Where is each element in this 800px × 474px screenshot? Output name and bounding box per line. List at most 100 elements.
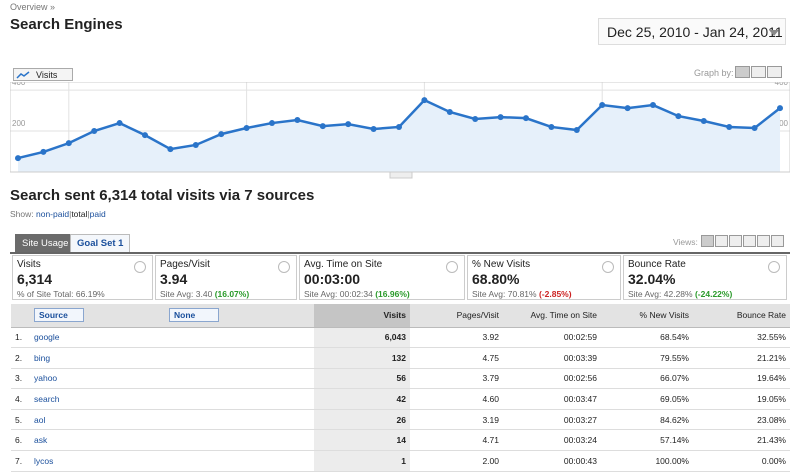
table-cell: 3.92	[410, 327, 503, 349]
y-tick-label: 400	[775, 82, 789, 87]
summary-note: Site Avg: 00:02:34 (16.96%)	[304, 289, 460, 299]
summary-note: Site Avg: 3.40 (16.07%)	[160, 289, 292, 299]
table-cell: 19.05%	[693, 388, 790, 410]
point	[446, 109, 453, 116]
table-cell: 00:00:43	[503, 450, 601, 472]
point	[142, 132, 148, 139]
column-header[interactable]: Pages/Visit	[410, 304, 503, 328]
chart: Dec 27Jan 3Jan 10Jan 17200200400400	[10, 82, 790, 179]
header-cell	[11, 304, 30, 328]
source-cell: bing	[30, 347, 314, 369]
table-cell: 21.43%	[693, 429, 790, 452]
y-tick-label: 200	[12, 119, 26, 128]
source-cell: lycos	[30, 450, 314, 472]
help-icon[interactable]	[134, 261, 146, 273]
delta: (16.96%)	[375, 289, 410, 299]
filter-current: total	[71, 209, 88, 219]
table-cell: 26	[314, 409, 410, 431]
table-cell: 4.71	[410, 429, 503, 452]
point	[167, 146, 174, 153]
table-cell: 1	[314, 450, 410, 472]
point	[345, 121, 352, 128]
tab[interactable]: Goal Set 1	[70, 234, 131, 252]
metric-button[interactable]: Visits	[13, 68, 73, 81]
metric-icon	[16, 71, 30, 79]
date-range-picker[interactable]: Dec 25, 2010 - Jan 24, 2011	[598, 18, 786, 45]
summary-value: 00:03:00	[304, 271, 361, 287]
point	[472, 115, 479, 122]
table-cell: 132	[314, 347, 410, 369]
point	[624, 105, 631, 112]
source-link[interactable]: search	[34, 394, 60, 405]
separator: |	[87, 209, 90, 219]
graph-by-buttons[interactable]	[735, 66, 782, 78]
source-cell: google	[30, 327, 314, 349]
point	[294, 116, 301, 123]
y-tick-label: 400	[12, 82, 26, 87]
table-cell: 6,043	[314, 327, 410, 349]
dimension-dropdown[interactable]: None	[169, 308, 219, 323]
page-title: Search Engines	[10, 16, 123, 33]
table-row: 4. search 42 4.60 00:03:47 69.05% 19.05%	[11, 388, 790, 410]
table-cell: 23.08%	[693, 409, 790, 431]
summary-note: Site Avg: 42.28% (-24.22%)	[628, 289, 782, 299]
site-average: Site Avg: 00:02:34	[304, 289, 373, 299]
source-link[interactable]: bing	[34, 352, 51, 363]
delta: (-24.22%)	[694, 289, 733, 299]
summary-title: % New Visits	[472, 259, 531, 270]
table-cell: 100.00%	[601, 450, 693, 472]
table-cell: 56	[314, 368, 410, 390]
dimension-dropdown[interactable]: Source	[34, 308, 84, 323]
help-icon[interactable]	[278, 261, 290, 273]
table-cell: 4.75	[410, 347, 503, 369]
point	[751, 124, 758, 131]
table-row: 2. bing 132 4.75 00:03:39 79.55% 21.21%	[11, 347, 790, 369]
tab[interactable]: Site Usage	[15, 234, 76, 252]
summary-title: Bounce Rate	[628, 259, 686, 270]
point	[65, 140, 72, 147]
point	[243, 124, 250, 131]
summary-box: Avg. Time on Site 00:03:00 Site Avg: 00:02…	[299, 255, 465, 300]
source-link[interactable]: yahoo	[34, 373, 58, 384]
filter-link[interactable]: paid	[89, 209, 106, 219]
column-header[interactable]: Bounce Rate	[693, 304, 790, 328]
show-label: Show:	[10, 209, 34, 219]
site-average: Site Avg: 3.40	[160, 289, 213, 299]
point	[116, 120, 123, 127]
point	[319, 123, 326, 130]
help-icon[interactable]	[446, 261, 458, 273]
filter-link[interactable]: non-paid	[36, 209, 70, 219]
separator: |	[69, 209, 72, 219]
breadcrumb[interactable]: Overview »	[10, 2, 56, 12]
point	[700, 118, 707, 125]
table-cell: 3.19	[410, 409, 503, 431]
summary-title: Pages/Visit	[160, 259, 210, 270]
help-icon[interactable]	[602, 261, 614, 273]
table-cell: 42	[314, 388, 410, 410]
column-header[interactable]: Avg. Time on Site	[503, 304, 601, 328]
help-icon[interactable]	[768, 261, 780, 273]
source-link[interactable]: aol	[34, 414, 46, 425]
point	[777, 105, 783, 112]
table-row: 1. google 6,043 3.92 00:02:59 68.54% 32.55%	[11, 327, 790, 349]
table-cell: 79.55%	[601, 347, 693, 369]
point	[269, 120, 275, 127]
view-buttons[interactable]	[701, 235, 784, 247]
table-cell: 32.55%	[693, 327, 790, 349]
source-link[interactable]: lycos	[34, 455, 54, 466]
table-cell: 00:03:39	[503, 347, 601, 369]
resize-handle[interactable]	[389, 171, 413, 179]
table-cell: 4.60	[410, 388, 503, 410]
source-link[interactable]: ask	[34, 435, 48, 446]
summary-box: Pages/Visit 3.94 Site Avg: 3.40 (16.07%)	[155, 255, 297, 300]
column-header[interactable]: Visits	[314, 304, 410, 328]
column-header[interactable]: % New Visits	[601, 304, 693, 328]
summary-title: Visits	[17, 259, 41, 270]
point	[497, 114, 504, 121]
table-cell: 84.62%	[601, 409, 693, 431]
row-index: 4.	[11, 388, 30, 410]
site-average: % of Site Total: 66.19%	[17, 289, 105, 299]
table-row: 5. aol 26 3.19 00:03:27 84.62% 23.08%	[11, 409, 790, 431]
delta: (-2.85%)	[538, 289, 572, 299]
source-link[interactable]: google	[34, 332, 60, 343]
